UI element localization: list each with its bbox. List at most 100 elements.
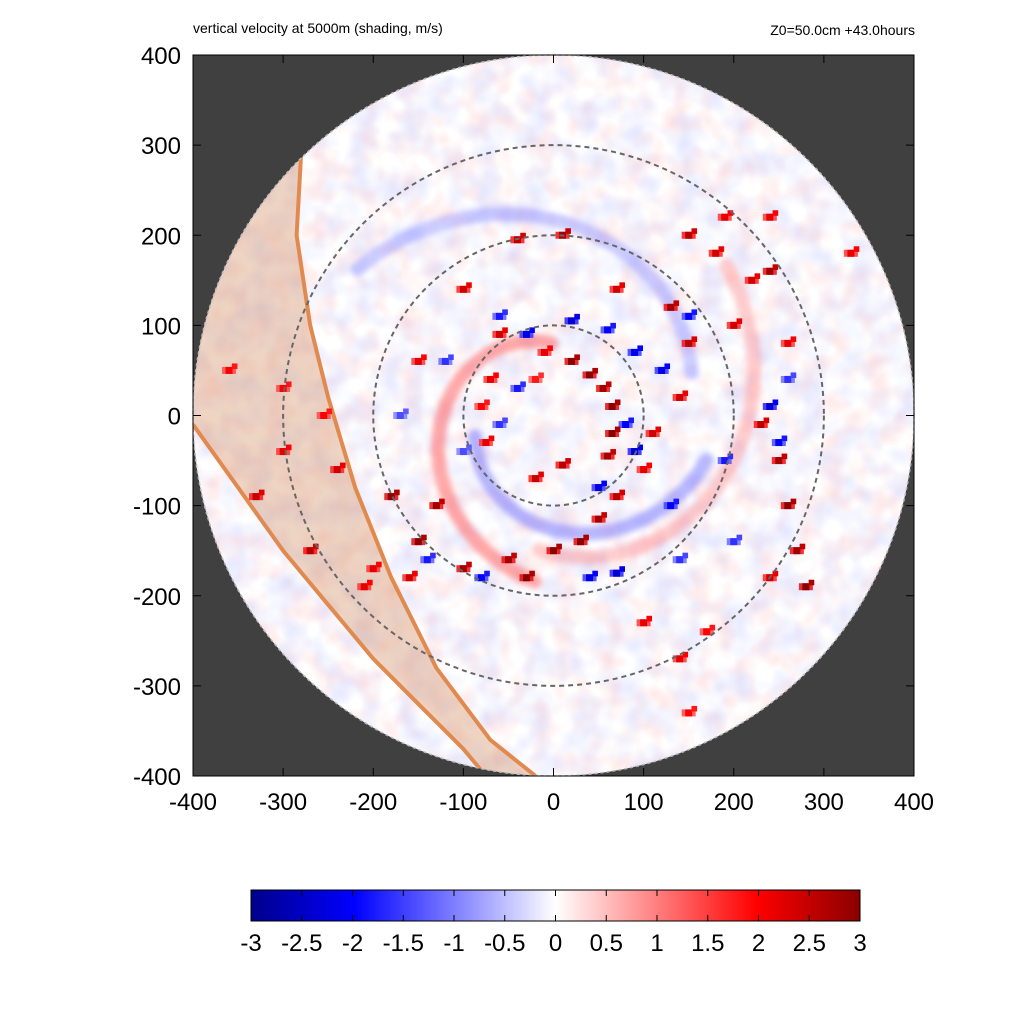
updraft-cell (384, 489, 400, 501)
updraft-cell (636, 615, 653, 627)
colorbar-tick-label: -1 (443, 930, 464, 957)
updraft-cell (753, 417, 770, 429)
updraft-cell (596, 381, 612, 392)
x-tick-label: 100 (624, 789, 664, 816)
spiral-band-2 (531, 257, 761, 565)
x-tick-label: 200 (714, 789, 754, 816)
updraft-cell (501, 552, 517, 564)
colorbar-ticks: -3 -2.5 -2 -1.5 -1 -0.5 0 0.5 1 1.5 2 2.5 3 (240, 890, 867, 957)
updraft-cell (474, 399, 490, 410)
updraft-cell (330, 462, 346, 474)
range-ring-200 (372, 234, 735, 597)
y-tick-label: 300 (141, 133, 181, 160)
y-tick-label: 200 (141, 223, 181, 250)
chart-annotation: Z0=50.0cm +43.0hours (770, 22, 915, 38)
downdraft-cell (717, 453, 734, 465)
downdraft-cell (600, 322, 616, 334)
updraft-cell (456, 561, 472, 573)
updraft-cell (780, 498, 797, 510)
updraft-cell (249, 489, 265, 501)
x-tick-label: 300 (804, 789, 844, 816)
band-outer-edge (193, 423, 488, 776)
updraft-cell (762, 210, 779, 221)
updraft-cell (357, 579, 373, 591)
spiral-band-3 (350, 207, 699, 380)
updraft-cell (744, 273, 761, 284)
updraft-cell (591, 512, 607, 523)
downdraft-cell (726, 534, 743, 546)
updraft-cell (717, 210, 734, 221)
colorbar: -3 -2.5 -2 -1.5 -1 -0.5 0 0.5 1 1.5 2 2.5 3 (240, 889, 867, 957)
updraft-cell (537, 345, 553, 356)
x-tick-label: 0 (547, 789, 560, 816)
downdraft-cell (771, 435, 788, 447)
updraft-cell (528, 372, 544, 383)
downdraft-cell (582, 570, 598, 582)
updraft-cell (303, 543, 319, 555)
updraft-cell (276, 444, 292, 456)
spiral-band-0 (431, 334, 559, 589)
updraft-cell (411, 534, 427, 546)
updraft-cell (276, 381, 292, 392)
updraft-cell (843, 246, 860, 257)
updraft-cell (222, 363, 238, 374)
updraft-cell (564, 354, 580, 365)
y-tick-label: 100 (141, 313, 181, 340)
updraft-cell (478, 435, 495, 447)
updraft-cell (771, 453, 788, 465)
updraft-cell (798, 579, 815, 591)
y-axis: 400 300 200 100 0 -100 -200 -300 -400 (133, 43, 914, 791)
colorbar-tick-label: -2 (342, 930, 363, 957)
downdraft-cell (591, 480, 607, 492)
x-tick-label: -400 (169, 789, 217, 816)
shaded-band (193, 153, 537, 776)
updraft-cell (681, 705, 698, 717)
chart-title: vertical velocity at 5000m (shading, m/s… (193, 20, 443, 36)
downdraft-cell (627, 444, 644, 456)
downdraft-cell (663, 498, 680, 510)
x-tick-label: -300 (259, 789, 307, 816)
updraft-cell (366, 561, 382, 573)
updraft-cell (681, 336, 698, 347)
updraft-cell (411, 354, 427, 365)
velocity-field (193, 55, 914, 776)
updraft-cell (573, 534, 589, 546)
downdraft-cell (492, 309, 508, 320)
downdraft-cell (519, 327, 535, 338)
colorbar-tick-label: 2 (752, 930, 765, 957)
updraft-cell (663, 300, 680, 311)
colorbar-tick-label: -2.5 (281, 930, 322, 957)
updraft-cell (681, 228, 698, 239)
field-noise-negative (193, 55, 914, 776)
colorbar-tick-label: -1.5 (383, 930, 424, 957)
x-tick-label: -100 (439, 789, 487, 816)
downdraft-cell (456, 444, 472, 456)
downdraft-cell (492, 417, 508, 429)
y-tick-label: 400 (141, 43, 181, 70)
downdraft-cell (564, 313, 580, 325)
colorbar-tick-label: 0 (549, 930, 562, 957)
y-tick-label: -100 (133, 494, 181, 521)
colorbar-tick-label: 0.5 (590, 930, 623, 957)
updraft-cell (762, 264, 779, 275)
colorbar-tick-label: 1 (650, 930, 663, 957)
updraft-cell (609, 282, 625, 293)
updraft-cell (519, 570, 535, 582)
downdraft-cell (510, 381, 526, 392)
updraft-cell (645, 426, 662, 438)
updraft-cell (316, 408, 333, 419)
downdraft-cell (609, 566, 625, 577)
updraft-cell (492, 327, 508, 338)
updraft-cell (555, 458, 571, 469)
updraft-cell (402, 570, 418, 582)
band-fill (193, 154, 536, 776)
convective-cells (222, 210, 860, 717)
downdraft-cell (474, 570, 490, 582)
y-tick-label: -400 (133, 764, 181, 791)
x-axis: -400 -300 -200 -100 0 100 200 300 400 (169, 55, 934, 816)
downdraft-cell (438, 354, 454, 365)
x-tick-label: -200 (349, 789, 397, 816)
updraft-cell (605, 426, 621, 438)
downdraft-cell (627, 345, 644, 356)
